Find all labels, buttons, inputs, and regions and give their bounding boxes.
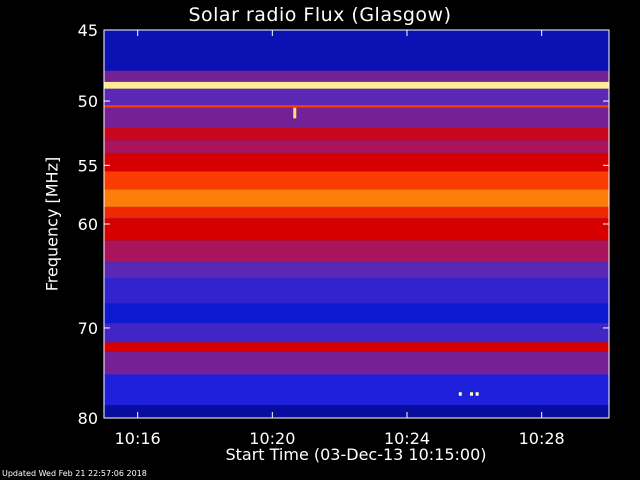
intensity-band bbox=[104, 88, 609, 106]
intensity-band bbox=[104, 405, 609, 418]
y-tick-label: 70 bbox=[78, 319, 98, 338]
intensity-band bbox=[104, 240, 609, 263]
burst-mark bbox=[293, 107, 297, 119]
intensity-band bbox=[104, 323, 609, 343]
intensity-band bbox=[104, 351, 609, 375]
burst-mark bbox=[470, 392, 474, 396]
x-tick-label: 10:24 bbox=[384, 429, 430, 448]
y-tick-label: 45 bbox=[78, 21, 98, 40]
intensity-band bbox=[104, 70, 609, 82]
y-tick-label: 80 bbox=[78, 409, 98, 428]
spectrogram-area bbox=[104, 30, 609, 418]
intensity-band bbox=[104, 81, 609, 89]
axis-ticks: 45 50 55 60 70 80 10:16 10:20 10:24 10:28 bbox=[78, 21, 609, 448]
intensity-band bbox=[104, 262, 609, 278]
y-tick-label: 60 bbox=[78, 215, 98, 234]
burst-mark bbox=[458, 392, 462, 396]
x-tick-label: 10:28 bbox=[519, 429, 565, 448]
intensity-band bbox=[104, 189, 609, 207]
update-timestamp: Updated Wed Feb 21 22:57:06 2018 bbox=[2, 469, 147, 478]
intensity-band bbox=[104, 303, 609, 324]
x-tick-label: 10:20 bbox=[249, 429, 295, 448]
intensity-band bbox=[104, 277, 609, 304]
y-tick-label: 55 bbox=[78, 156, 98, 175]
intensity-band bbox=[104, 342, 609, 352]
intensity-band bbox=[104, 152, 609, 172]
intensity-band bbox=[104, 127, 609, 141]
y-tick-label: 50 bbox=[78, 92, 98, 111]
intensity-band bbox=[104, 107, 609, 128]
burst-mark bbox=[475, 392, 479, 396]
intensity-band bbox=[104, 374, 609, 406]
intensity-band bbox=[104, 140, 609, 153]
intensity-band bbox=[104, 105, 609, 108]
intensity-band bbox=[104, 30, 609, 71]
x-tick-label: 10:16 bbox=[115, 429, 161, 448]
intensity-band bbox=[104, 218, 609, 241]
intensity-band bbox=[104, 171, 609, 190]
intensity-band bbox=[104, 206, 609, 219]
x-axis-label: Start Time (03-Dec-13 10:15:00) bbox=[225, 445, 487, 464]
chart-title: Solar radio Flux (Glasgow) bbox=[188, 4, 452, 26]
